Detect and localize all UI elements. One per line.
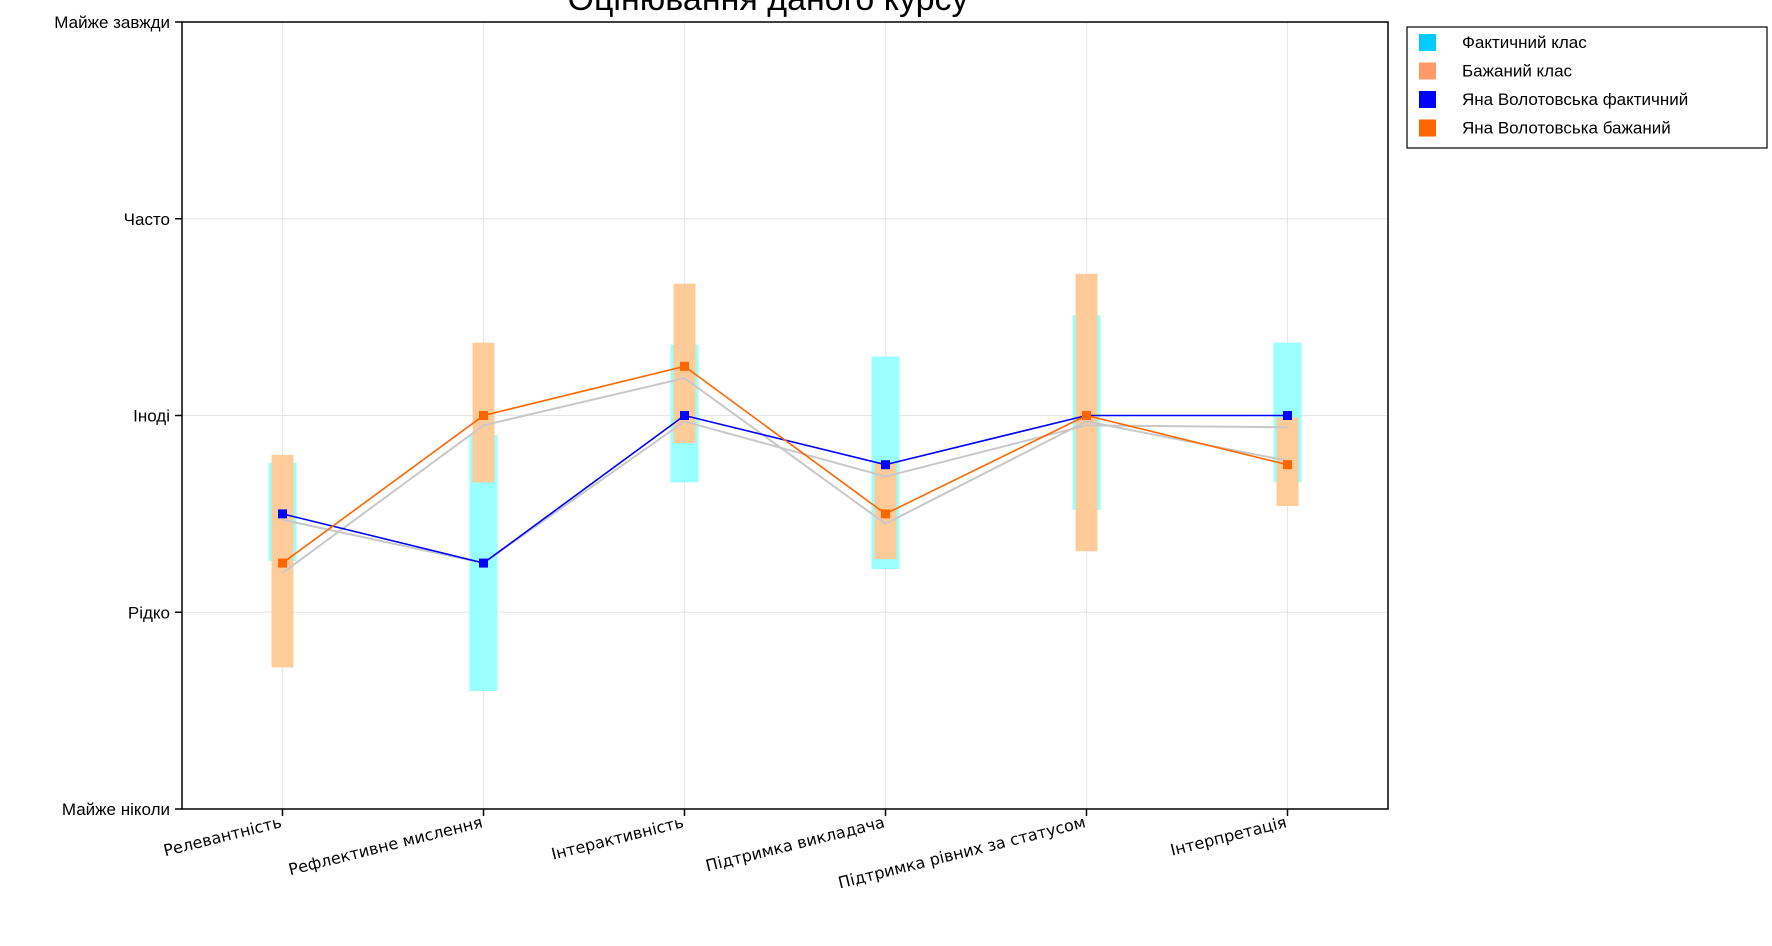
legend-label: Яна Волотовська фактичний xyxy=(1462,90,1688,109)
data-point xyxy=(881,509,890,519)
average-lines xyxy=(281,377,1288,574)
x-tick-label: Інтерактивність xyxy=(549,812,685,863)
bands xyxy=(268,273,1302,691)
average-line xyxy=(282,420,1288,565)
data-point xyxy=(1082,411,1091,420)
y-axis: Майже ніколи Рідко Іноді Часто Майже завжди xyxy=(54,13,182,819)
x-axis: Релевантність Рефлективне мислення Інтерак… xyxy=(161,809,1288,892)
legend-box xyxy=(1406,26,1768,149)
legend-swatch xyxy=(1419,62,1436,80)
x-tick-label: Підтримка викладача xyxy=(704,812,887,875)
data-point xyxy=(680,411,689,420)
data-point xyxy=(881,460,890,470)
y-tick-label: Майже завжди xyxy=(54,13,170,32)
x-tick-label: Рефлективне мислення xyxy=(286,812,484,879)
series-lines xyxy=(278,361,1292,568)
legend-label: Яна Волотовська бажаний xyxy=(1462,119,1671,138)
data-point xyxy=(278,509,287,519)
legend-swatch xyxy=(1419,91,1436,108)
series-line xyxy=(282,414,1288,564)
series-line xyxy=(282,365,1288,564)
data-point xyxy=(278,558,287,568)
data-point xyxy=(479,411,488,420)
x-tick-label: Інтерпретація xyxy=(1168,812,1288,859)
y-tick-label: Майже ніколи xyxy=(62,800,170,819)
x-tick-label: Релевантність xyxy=(161,812,283,860)
legend-label: Бажаний клас xyxy=(1462,62,1573,81)
y-tick-label: Часто xyxy=(124,210,170,229)
legend: Фактичний клас Бажаний клас Яна Волотовськ… xyxy=(1406,26,1768,149)
legend-label: Фактичний клас xyxy=(1462,33,1587,52)
y-tick-label: Рідко xyxy=(128,603,170,622)
y-tick-label: Іноді xyxy=(133,407,170,426)
data-point xyxy=(1283,411,1292,420)
data-point xyxy=(1283,460,1292,470)
data-point xyxy=(680,361,689,371)
legend-swatch xyxy=(1419,119,1436,137)
data-point xyxy=(479,558,488,568)
legend-swatch xyxy=(1419,34,1436,51)
chart-title: Оцінювання даного курсу xyxy=(568,0,969,18)
average-line xyxy=(281,377,1288,574)
